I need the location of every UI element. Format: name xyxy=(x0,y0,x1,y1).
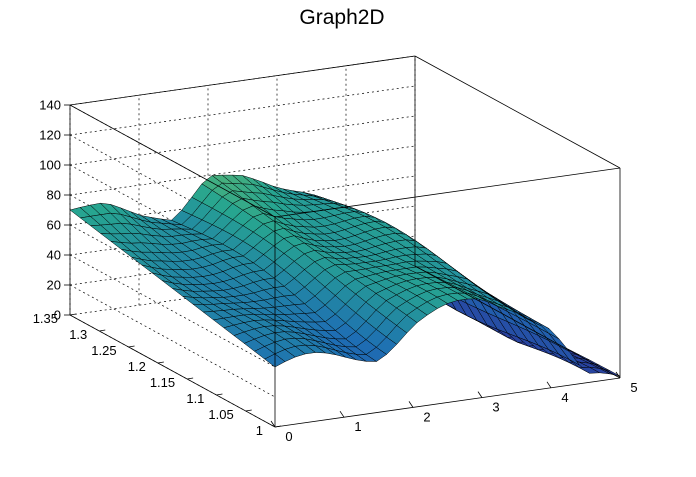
y-tick xyxy=(245,409,252,412)
x-tick xyxy=(270,420,276,428)
z-tick-label: 40 xyxy=(47,248,61,263)
z-tick-label: 20 xyxy=(47,278,61,293)
y-tick-label: 1 xyxy=(256,423,263,438)
frame-edge xyxy=(274,167,621,218)
x-tick-label: 5 xyxy=(630,380,637,395)
y-tick-label: 1.2 xyxy=(128,359,146,374)
y-tick-label: 1.05 xyxy=(208,407,233,422)
y-tick xyxy=(216,393,223,396)
y-tick xyxy=(69,313,77,316)
z-tick-label: 100 xyxy=(39,158,61,173)
x-tick xyxy=(408,401,414,408)
y-tick-label: 1.1 xyxy=(186,391,204,406)
box-frame xyxy=(69,55,621,428)
grid-line xyxy=(69,85,416,136)
y-tick xyxy=(128,345,135,348)
z-tick-label: 0 xyxy=(54,308,61,323)
y-tick-label: 1.3 xyxy=(69,327,87,342)
x-tick xyxy=(546,381,552,389)
z-tick-label: 140 xyxy=(39,98,61,113)
x-tick-label: 0 xyxy=(285,429,292,444)
y-tick xyxy=(157,361,164,364)
frame-edge xyxy=(274,377,621,428)
x-tick-label: 3 xyxy=(492,400,499,415)
y-tick-label: 1.25 xyxy=(91,343,116,358)
axes: 0 20 40 60 80 100 120 140 0 1 2 3 4 5 1 1.05 1.1 1.15 1.2 1… xyxy=(33,98,638,445)
y-tick xyxy=(99,329,106,332)
y-tick-label: 1.35 xyxy=(33,311,58,326)
surface-mesh xyxy=(69,174,621,377)
grid-line xyxy=(69,254,276,368)
x-tick xyxy=(615,371,621,379)
frame-edge xyxy=(414,265,621,379)
frame-edge xyxy=(414,55,621,169)
grid-line xyxy=(69,175,416,226)
x-tick-label: 4 xyxy=(561,390,568,405)
grid-line xyxy=(69,145,416,196)
grid-line xyxy=(69,284,276,398)
z-tick-label: 120 xyxy=(39,128,61,143)
frame-edge xyxy=(69,55,416,106)
y-tick xyxy=(187,377,194,380)
frame-edge xyxy=(69,314,276,428)
grid-line xyxy=(69,115,416,166)
frame-edge xyxy=(69,104,276,218)
x-tick-label: 1 xyxy=(354,419,361,434)
z-tick-label: 60 xyxy=(47,218,61,233)
chart-title: Graph2D xyxy=(299,6,384,29)
grid-line xyxy=(69,134,276,248)
z-tick-label: 80 xyxy=(47,188,61,203)
x-tick-label: 2 xyxy=(423,409,430,424)
y-tick-label: 1.15 xyxy=(150,375,175,390)
y-tick xyxy=(274,425,282,428)
x-tick xyxy=(477,391,483,398)
x-tick xyxy=(339,410,345,418)
